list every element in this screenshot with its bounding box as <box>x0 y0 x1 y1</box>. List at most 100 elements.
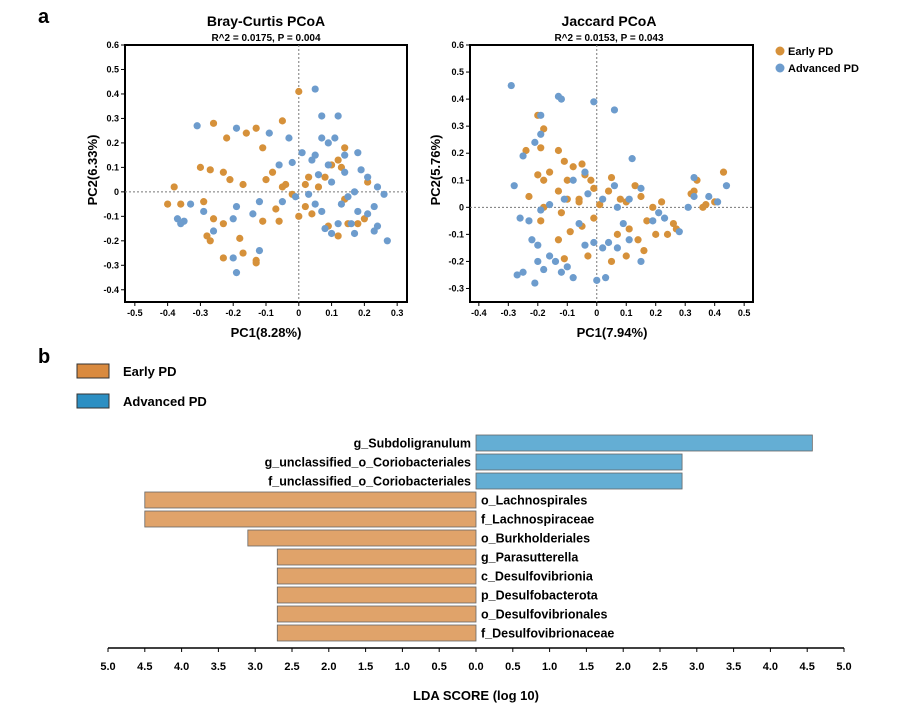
bray-curtis-advanced-pd-point <box>347 220 355 228</box>
jaccard-x-tick-label: -0.4 <box>471 308 487 318</box>
lda-x-tick-label: 2.5 <box>652 661 667 673</box>
jaccard-advanced-pd-point <box>540 265 548 274</box>
jaccard-advanced-pd-point <box>519 152 527 160</box>
jaccard-advanced-pd-point <box>675 228 683 236</box>
scatter-legend-advanced-label: Advanced PD <box>788 63 859 75</box>
bray-curtis-advanced-pd-point <box>370 202 378 211</box>
bray-curtis-y-tick-label: 0.1 <box>106 162 119 172</box>
bray-curtis-advanced-pd-point <box>288 158 296 167</box>
jaccard-early-pd-point <box>649 203 657 211</box>
scatter-legend-advanced-marker <box>775 63 785 73</box>
jaccard-early-pd-point <box>690 187 698 195</box>
early-pd-bar <box>144 491 477 509</box>
bray-curtis-x-tick-label: 0 <box>296 308 301 318</box>
bray-curtis-y-axis-label: PC2(6.33%) <box>85 135 100 206</box>
jaccard-advanced-pd-point <box>513 271 521 279</box>
jaccard-plot-frame <box>469 44 754 303</box>
jaccard-early-pd-point <box>584 252 592 260</box>
bray-curtis-y-tick-label: -0.3 <box>103 260 119 270</box>
jaccard-advanced-pd-point <box>637 184 645 192</box>
bray-curtis-advanced-pd-point <box>350 188 359 196</box>
bray-curtis-x-tick-label: 0.2 <box>358 308 371 318</box>
bray-curtis-early-pd-point <box>275 217 283 225</box>
jaccard-early-pd-point <box>557 209 565 217</box>
jaccard-early-pd-point <box>545 168 554 176</box>
jaccard-x-tick-label: 0.5 <box>738 308 751 318</box>
jaccard-advanced-pd-point <box>714 198 722 206</box>
bray-curtis-early-pd-point <box>239 249 247 257</box>
lda-x-tick-label: 4.5 <box>137 661 152 673</box>
jaccard-advanced-pd-point <box>581 241 589 249</box>
jaccard-early-pd-point <box>587 176 595 184</box>
bray-curtis-advanced-pd-point <box>324 139 332 147</box>
bray-curtis-x-tick-label: -0.4 <box>160 308 176 318</box>
jaccard-advanced-pd-point <box>590 238 598 247</box>
jaccard-x-tick-label: 0.1 <box>620 308 633 318</box>
jaccard-advanced-pd-point <box>613 203 621 211</box>
lda-bar-chart: g_Subdoligranulum g_unclassified_o_Coriob… <box>100 434 852 673</box>
jaccard-advanced-pd-point <box>537 111 545 119</box>
jaccard-advanced-pd-point <box>534 257 542 266</box>
jaccard-advanced-pd-point <box>625 236 633 244</box>
jaccard-early-pd-point <box>607 257 616 266</box>
bray-curtis-early-pd-point <box>314 183 323 191</box>
bray-curtis-early-pd-point <box>259 144 267 152</box>
bray-curtis-y-tick-label: 0.5 <box>106 64 119 74</box>
jaccard-early-pd-point <box>590 214 598 222</box>
jaccard-early-pd-point <box>554 236 563 244</box>
bray-curtis-advanced-pd-point <box>334 112 342 120</box>
bar-label: g_unclassified_o_Coriobacteriales <box>265 456 471 470</box>
jaccard-early-pd-point <box>522 146 530 155</box>
bray-curtis-early-pd-point <box>305 173 313 181</box>
bar-label: g_Subdoligranulum <box>354 437 471 451</box>
bray-curtis-early-pd-point <box>242 129 250 137</box>
jaccard-early-pd-point <box>719 168 728 176</box>
jaccard-early-pd-point <box>525 192 533 201</box>
jaccard-x-tick-label: 0.3 <box>679 308 692 318</box>
jaccard-advanced-pd-point <box>581 168 589 176</box>
jaccard-advanced-pd-point <box>722 182 731 190</box>
bray-curtis-x-tick-label: -0.1 <box>258 308 274 318</box>
bray-curtis-advanced-pd-point <box>265 129 273 137</box>
jaccard-early-pd-point <box>640 247 648 255</box>
jaccard-early-pd-point <box>625 225 633 233</box>
lda-x-axis-label: LDA SCORE (log 10) <box>413 688 539 703</box>
jaccard-advanced-pd-point <box>599 195 607 203</box>
bar-label: o_Desulfovibrionales <box>481 608 607 622</box>
lda-x-tick-label: 0.5 <box>505 661 520 673</box>
jaccard-advanced-pd-point <box>610 106 619 114</box>
scatter-legend-early-marker <box>775 46 785 56</box>
bray-curtis-advanced-pd-point <box>291 193 300 201</box>
bray-curtis-early-pd-point <box>308 210 316 218</box>
lda-legend-advanced-swatch <box>76 393 110 409</box>
lda-x-tick-label: 3.0 <box>248 661 263 673</box>
bray-curtis-early-pd-point <box>321 173 329 181</box>
bray-curtis-early-pd-point <box>272 205 280 213</box>
jaccard-advanced-pd-point <box>516 214 524 222</box>
bray-curtis-early-pd-point <box>262 176 270 184</box>
advanced-pd-bar <box>475 434 813 452</box>
jaccard-advanced-pd-point <box>613 244 621 252</box>
bray-curtis-advanced-pd-point <box>321 224 329 233</box>
jaccard-title: Jaccard PCoA <box>562 13 657 29</box>
bray-curtis-title: Bray-Curtis PCoA <box>207 13 325 29</box>
bray-curtis-y-tick-label: 0 <box>114 187 119 197</box>
bray-curtis-early-pd-point <box>282 180 290 189</box>
jaccard-y-tick-label: 0.1 <box>451 175 464 185</box>
bar-label: o_Lachnospirales <box>481 494 587 508</box>
bray-curtis-advanced-pd-point <box>193 122 201 130</box>
jaccard-x-tick-label: -0.2 <box>530 308 546 318</box>
jaccard-advanced-pd-point <box>551 257 560 266</box>
bar-label: f_Lachnospiraceae <box>481 513 594 527</box>
bray-curtis-early-pd-point <box>206 166 214 174</box>
advanced-pd-bar <box>475 472 683 490</box>
lda-x-tick-label: 4.0 <box>763 661 778 673</box>
jaccard-advanced-pd-point <box>569 176 577 184</box>
bray-curtis-early-pd-point <box>295 212 303 220</box>
bray-curtis-early-pd-point <box>278 117 286 125</box>
bray-curtis-advanced-pd-point <box>186 200 195 208</box>
jaccard-early-pd-point <box>616 195 624 203</box>
bray-curtis-advanced-pd-point <box>311 200 319 208</box>
jaccard-early-pd-point <box>658 198 666 206</box>
bray-curtis-early-pd-point <box>236 234 244 242</box>
